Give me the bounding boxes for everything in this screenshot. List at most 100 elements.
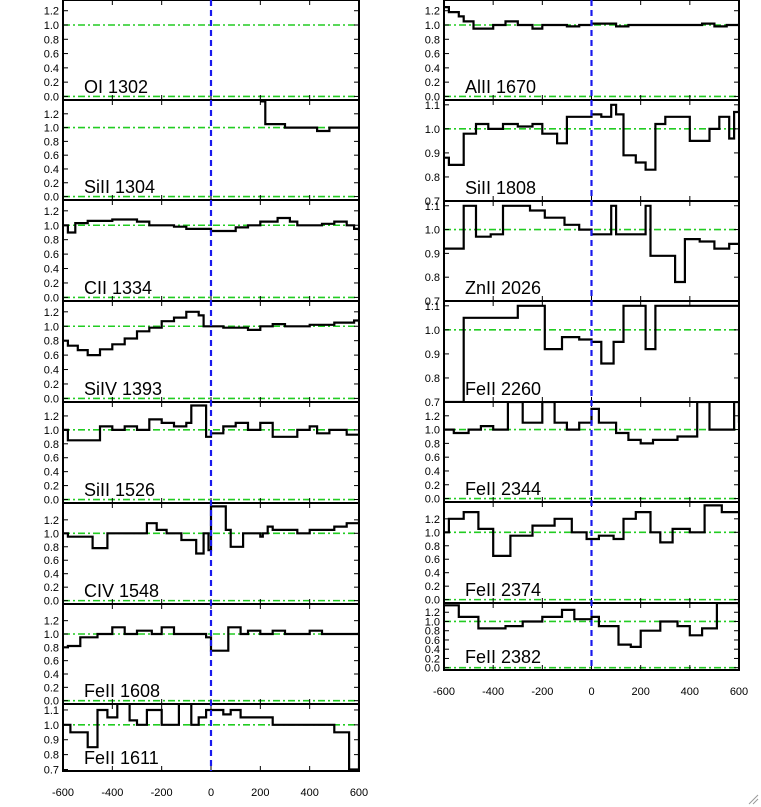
y-tick-label: 0.4 xyxy=(44,365,59,377)
panel-ion-label: FeII 1611 xyxy=(84,748,159,768)
y-tick-label: 0.8 xyxy=(425,34,440,46)
y-tick-label: 0.0 xyxy=(44,292,59,304)
y-tick-label: 1.0 xyxy=(44,220,59,232)
panel-2-6: 0.0 0.20.4 0.60.8 1.01.2 FeII 2374 xyxy=(425,501,740,607)
y-tick-label: 1.0 xyxy=(44,528,59,540)
y-tick-label: 0.6 xyxy=(44,249,59,261)
panel-ion-label: FeII 2260 xyxy=(465,379,541,399)
y-tick-label: 1.2 xyxy=(44,515,59,527)
y-tick-label: 0.2 xyxy=(44,379,59,391)
y-tick-label: 0.4 xyxy=(425,644,440,656)
y-tick-label: 0.0 xyxy=(44,696,59,708)
panel-1-6: 0.0 0.20.4 0.60.8 1.01.2 CIV 1548 xyxy=(44,502,360,608)
y-tick-label: 0.0 xyxy=(44,192,59,204)
resize-grip-icon[interactable] xyxy=(747,793,759,805)
y-tick-label: 0.2 xyxy=(44,278,59,290)
y-tick-label: 1.0 xyxy=(44,20,59,32)
panel-1-3: 0.0 0.2 0.4 0.6 0.8 1.0 1.2 CII 1334 xyxy=(44,199,360,304)
panel-ion-label: FeII 2344 xyxy=(465,479,541,499)
panel-1-8: 0.7 0.8 0.9 1.0 1.1 FeII 1611 xyxy=(44,703,360,777)
panel-ion-label: SiII 1808 xyxy=(465,178,536,198)
y-tick-label: 0.8 xyxy=(44,642,59,654)
y-tick-label: 0.6 xyxy=(44,656,59,668)
panel-ion-label: OI 1302 xyxy=(84,77,148,97)
y-tick-label: 1.2 xyxy=(44,6,59,18)
y-tick-label: 1.2 xyxy=(44,206,59,218)
x-tick-label: -600 xyxy=(433,686,455,698)
y-tick-label: 0.0 xyxy=(44,495,59,507)
y-tick-label: 0.9 xyxy=(425,349,440,361)
y-tick-label: 0.4 xyxy=(44,164,59,176)
y-tick-label: 1.2 xyxy=(44,307,59,319)
y-tick-label: 0.6 xyxy=(44,555,59,567)
y-tick-label: 0.6 xyxy=(44,350,59,362)
y-tick-label: 0.9 xyxy=(425,148,440,160)
y-tick-label: 1.0 xyxy=(425,325,440,337)
flux-step-line xyxy=(444,6,739,30)
y-tick-label: 0.8 xyxy=(44,136,59,148)
x-tick-label: -200 xyxy=(151,787,173,799)
y-tick-label: 0.4 xyxy=(425,568,440,580)
y-tick-label: 1.0 xyxy=(425,425,440,437)
y-tick-label: 1.0 xyxy=(44,321,59,333)
y-tick-label: 1.0 xyxy=(44,123,59,135)
y-tick-label: 1.2 xyxy=(44,109,59,121)
panel-2-5: 0.0 0.2 0.4 0.6 0.81.0 1.2 FeII 2344 xyxy=(425,401,740,506)
panel-2-7: 0.00.20.40.60.81.01.2 FeII 2382 xyxy=(425,602,740,675)
flux-step-line xyxy=(63,505,359,555)
y-tick-label: 1.2 xyxy=(425,411,440,423)
y-tick-label: 0.7 xyxy=(425,296,440,308)
y-tick-label: 0.0 xyxy=(44,91,59,103)
panel-ion-label: SiII 1526 xyxy=(84,480,155,500)
panel-ion-label: ZnII 2026 xyxy=(465,278,541,298)
y-tick-label: 0.2 xyxy=(44,178,59,190)
y-tick-label: 0.8 xyxy=(425,626,440,638)
y-tick-label: 0.9 xyxy=(425,248,440,260)
y-tick-label: 1.0 xyxy=(425,124,440,136)
y-tick-label: 0.6 xyxy=(425,635,440,647)
y-tick-label: 1.0 xyxy=(425,20,440,32)
y-tick-label: 1.2 xyxy=(425,607,440,619)
y-tick-label: 0.6 xyxy=(425,452,440,464)
panel-ion-label: FeII 1608 xyxy=(84,681,160,701)
flux-step-line xyxy=(63,626,359,652)
y-tick-label: 0.9 xyxy=(44,735,59,747)
y-tick-label: 0.2 xyxy=(425,480,440,492)
panel-ion-label: CII 1334 xyxy=(84,278,152,298)
chart-column-1: 0.00.20.40.60.81.01.2OI 13020.00.20.40.6… xyxy=(44,0,368,799)
y-tick-label: 0.2 xyxy=(44,481,59,493)
panel-2-3: 0.7 0.8 0.9 1.0 1.1 ZnII 2026 xyxy=(425,200,740,308)
y-tick-label: 0.6 xyxy=(44,150,59,162)
y-tick-label: 0.4 xyxy=(44,467,59,479)
y-tick-label: 1.0 xyxy=(44,629,59,641)
y-tick-label: 0.8 xyxy=(44,235,59,247)
panel-1-7: 0.0 0.20.40.6 0.81.01.2 FeII 1608 xyxy=(44,603,360,708)
y-tick-label: 1.0 xyxy=(44,720,59,732)
panel-ion-label: FeII 2374 xyxy=(465,580,541,600)
y-tick-label: 1.2 xyxy=(44,411,59,423)
panel-1-4: 0.0 0.2 0.4 0.6 0.8 1.0 1.2 SiIV 1393 xyxy=(44,300,360,405)
y-tick-label: 1.0 xyxy=(425,616,440,628)
y-tick-label: 1.0 xyxy=(44,425,59,437)
y-tick-label: 0.0 xyxy=(44,596,59,608)
x-tick-label: -600 xyxy=(52,787,74,799)
y-tick-label: 0.8 xyxy=(425,438,440,450)
y-tick-label: 0.7 xyxy=(425,397,440,409)
y-tick-label: 0.4 xyxy=(425,466,440,478)
y-tick-label: 0.4 xyxy=(44,63,59,75)
panel-ion-label: AlII 1670 xyxy=(465,77,536,97)
panel-1-2: 0.0 0.2 0.4 0.6 0.81.0 1.2 SiII 1304 xyxy=(44,99,360,204)
y-tick-label: 0.2 xyxy=(44,77,59,89)
flux-step-line xyxy=(260,100,359,133)
panel-ion-label: FeII 2382 xyxy=(465,647,541,667)
y-tick-label: 0.8 xyxy=(44,750,59,762)
panel-1-1: 0.0 0.2 0.4 0.6 0.8 1.0 1.2 OI 1302 xyxy=(44,0,360,103)
y-tick-label: 0.0 xyxy=(44,393,59,405)
y-tick-label: 1.1 xyxy=(425,100,440,112)
y-tick-label: 0.8 xyxy=(425,373,440,385)
y-tick-label: 1.2 xyxy=(44,616,59,628)
x-tick-label: 0 xyxy=(208,787,214,799)
panel-ion-label: SiIV 1393 xyxy=(84,379,162,399)
flux-step-line xyxy=(444,603,739,648)
